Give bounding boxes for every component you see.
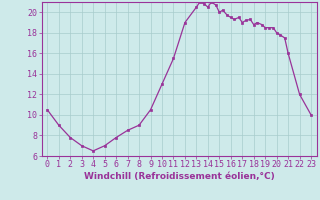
X-axis label: Windchill (Refroidissement éolien,°C): Windchill (Refroidissement éolien,°C) — [84, 172, 275, 181]
